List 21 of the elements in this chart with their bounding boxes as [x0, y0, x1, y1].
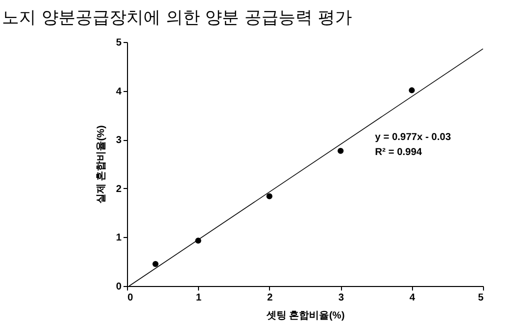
- x-tick-label: 3: [338, 292, 344, 304]
- point: [338, 148, 344, 154]
- y-tick-label: 1: [116, 232, 122, 244]
- x-tick-label: 4: [410, 292, 416, 304]
- x-tick-label: 0: [128, 292, 134, 304]
- point: [152, 261, 158, 268]
- annotation: y = 0.977x - 0.03: [375, 132, 452, 143]
- y-tick-label: 2: [116, 184, 122, 195]
- x-tick-label: 2: [267, 292, 274, 304]
- x-tick-label: 5: [478, 292, 484, 304]
- x-tick-label: 1: [196, 292, 202, 304]
- y-tick-label: 5: [116, 38, 122, 48]
- y-tick-label: 0: [116, 282, 122, 292]
- x-axis-title: 셋팅 혼합비율(%): [265, 310, 345, 322]
- point: [408, 87, 415, 94]
- y-tick-label: 4: [116, 86, 122, 98]
- annotation: R² = 0.994: [375, 147, 422, 158]
- y-tick-label: 3: [116, 135, 122, 146]
- point: [266, 193, 272, 200]
- y-axis-title: 실제 혼합비율(%): [96, 125, 107, 204]
- chart-title: 노지 양분공급장치에 의한 양분 공급능력 평가: [2, 7, 352, 29]
